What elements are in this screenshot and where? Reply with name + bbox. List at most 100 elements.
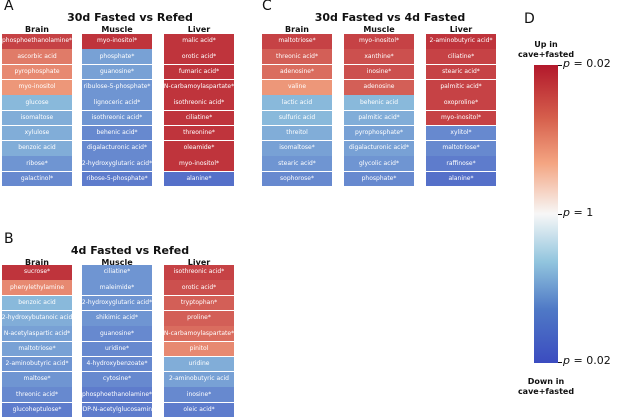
heatmap-cell: 2-aminobutyric acid* — [2, 356, 72, 372]
heatmap-cell: ciliatine* — [82, 265, 152, 280]
colorbar-tick-top — [558, 65, 562, 66]
heatmap-cell: alanine* — [426, 171, 496, 187]
heatmap-cell: myo-inositol* — [426, 110, 496, 126]
heatmap-cell: isothreonic acid* — [164, 265, 234, 280]
colorbar-tick-mid — [558, 214, 562, 215]
heatmap-cell: lactic acid — [262, 95, 332, 110]
colorbar-tick-label-top: p = 0.02 — [563, 57, 611, 70]
heatmap-cell: ribose-5-phosphate* — [82, 171, 152, 187]
heatmap-cell: phosphoethanolamine* — [2, 34, 72, 49]
heatmap-cell: phosphoethanolamine* — [82, 387, 152, 403]
heatmap-cell: adenosine — [344, 79, 414, 95]
panel-title-b: 4d Fasted vs Refed — [70, 244, 190, 257]
heatmap-cell: 2-hydroxybutanoic acid — [2, 310, 72, 326]
heatmap-cell: stearic acid* — [426, 64, 496, 80]
panel-label-c: C — [262, 0, 272, 14]
heatmap-cell: pyrophosphate — [2, 64, 72, 80]
heatmap-cell: maltose* — [2, 372, 72, 387]
heatmap-cell: fumaric acid* — [164, 64, 234, 80]
heatmap-cell: adenosine* — [262, 64, 332, 80]
heatmap-cell: myo-inositol — [2, 79, 72, 95]
heatmap-cell: maleimide* — [82, 280, 152, 295]
heatmap-cell: lignoceric acid* — [82, 95, 152, 110]
heatmap-cell: threitol — [262, 125, 332, 141]
heatmap-cell: 2-aminobutyric acid* — [426, 34, 496, 49]
colorbar-tick-bottom — [558, 362, 562, 363]
heatmap-cell: guanosine* — [82, 64, 152, 80]
panel-label-d: D — [524, 11, 535, 27]
heatmap-cell: oleamide* — [164, 141, 234, 156]
heatmap-cell: xylitol* — [426, 125, 496, 141]
heatmap-cell: behenic acid* — [82, 125, 152, 141]
column-title-muscle: Muscle — [101, 25, 133, 34]
column-title-muscle: Muscle — [363, 25, 395, 34]
heatmap-cell: N-carbamoylaspartate* — [164, 79, 234, 95]
heatmap-cell: threonic acid* — [2, 387, 72, 403]
panel-label-a: A — [4, 0, 14, 14]
heatmap-cell: orotic acid* — [164, 49, 234, 64]
panel-title-a: 30d Fasted vs Refed — [67, 11, 193, 24]
colorbar-tick-label-mid: p = 1 — [563, 206, 594, 219]
heatmap-cell: myo-inositol* — [344, 34, 414, 49]
column-title-brain: Brain — [25, 258, 49, 267]
heatmap-cell: ciliatine* — [164, 110, 234, 126]
heatmap-cell: maltotriose* — [426, 141, 496, 156]
colorbar-bottom-label: Down in cave+fasted — [517, 377, 575, 396]
heatmap-cell: maltotriose* — [2, 341, 72, 357]
heatmap-cell: tryptophan* — [164, 295, 234, 311]
heatmap-cell: benzoic acid — [2, 295, 72, 311]
panel-title-c: 30d Fasted vs 4d Fasted — [314, 11, 466, 24]
heatmap-cell: raffinose* — [426, 156, 496, 172]
heatmap-cell: glucoheptulose* — [2, 402, 72, 418]
column-title-brain: Brain — [25, 25, 49, 34]
heatmap-cell: myo-inositol* — [82, 34, 152, 49]
column-title-brain: Brain — [285, 25, 309, 34]
column-title-liver: Liver — [187, 25, 211, 34]
heatmap-cell: pyrophosphate* — [344, 125, 414, 141]
heatmap-cell: isomaltose* — [262, 141, 332, 156]
heatmap-cell: xylulose — [2, 125, 72, 141]
heatmap-cell: ciliatine* — [426, 49, 496, 64]
heatmap-cell: stearic acid* — [262, 156, 332, 172]
heatmap-cell: ribulose-5-phosphate* — [82, 79, 152, 95]
column-title-muscle: Muscle — [101, 258, 133, 267]
heatmap-cell: oxoproline* — [426, 95, 496, 110]
heatmap-cell: proline* — [164, 310, 234, 326]
heatmap-cell: isothreonic acid* — [164, 95, 234, 110]
heatmap-cell: maltotriose* — [262, 34, 332, 49]
column-title-liver: Liver — [449, 25, 473, 34]
heatmap-cell: valine — [262, 79, 332, 95]
heatmap-cell: inosine* — [164, 387, 234, 403]
heatmap-cell: threonine* — [164, 125, 234, 141]
heatmap-cell: oleic acid* — [164, 402, 234, 418]
panel-label-b: B — [4, 231, 14, 247]
heatmap-cell: benzoic acid — [2, 141, 72, 156]
heatmap-cell: digalacturonic acid* — [82, 141, 152, 156]
heatmap-cell: xanthine* — [344, 49, 414, 64]
colorbar-top-label: Up in cave+fasted — [517, 40, 575, 59]
heatmap-cell: uridine — [164, 356, 234, 372]
heatmap-cell: cytosine* — [82, 372, 152, 387]
heatmap-cell: palmitic acid* — [426, 79, 496, 95]
heatmap-cell: malic acid* — [164, 34, 234, 49]
column-title-liver: Liver — [187, 258, 211, 267]
heatmap-cell: isomaltose — [2, 110, 72, 126]
heatmap-cell: behenic acid — [344, 95, 414, 110]
heatmap-cell: UDP-N-acetylglucosamine — [82, 402, 152, 418]
heatmap-cell: glucose — [2, 95, 72, 110]
heatmap-cell: digalacturonic acid* — [344, 141, 414, 156]
heatmap-cell: ribose* — [2, 156, 72, 172]
heatmap-cell: sophorose* — [262, 171, 332, 187]
heatmap-cell: phosphate* — [82, 49, 152, 64]
heatmap-cell: 2-hydroxyglutaric acid* — [82, 295, 152, 311]
heatmap-cell: myo-inositol* — [164, 156, 234, 172]
heatmap-cell: 4-hydroxybenzoate* — [82, 356, 152, 372]
heatmap-cell: guanosine* — [82, 326, 152, 341]
heatmap-cell: phenylethylamine — [2, 280, 72, 295]
heatmap-cell: alanine* — [164, 171, 234, 187]
heatmap-cell: N-carbamoylaspartate* — [164, 326, 234, 341]
heatmap-cell: galactinol* — [2, 171, 72, 187]
heatmap-cell: sulfuric acid — [262, 110, 332, 126]
